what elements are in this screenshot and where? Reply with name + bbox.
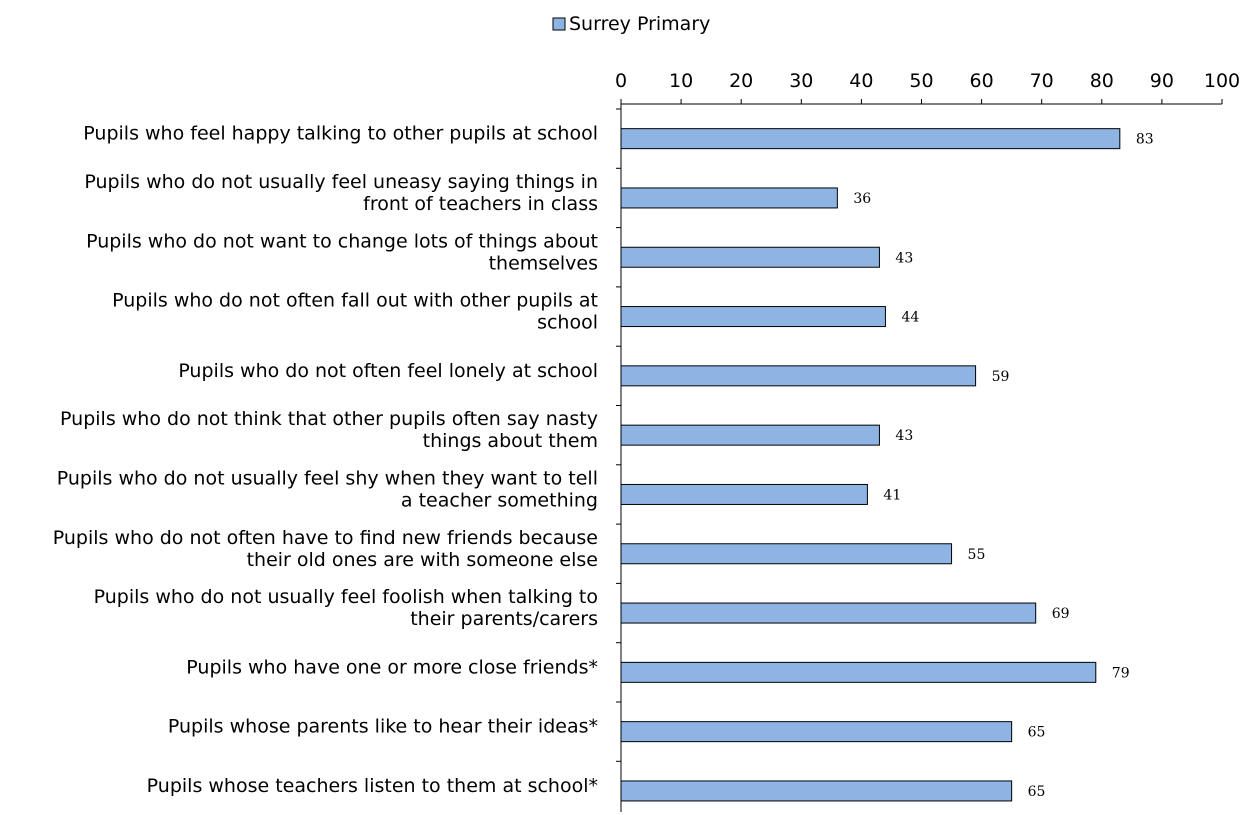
bar — [620, 721, 1013, 743]
category-label: front of teachers in class — [363, 193, 598, 215]
category-label: a teacher something — [401, 489, 598, 511]
category-label: Pupils who do not often fall out with ot… — [112, 290, 598, 312]
x-tick-label: 0 — [615, 70, 627, 92]
category-label: Pupils who feel happy talking to other p… — [83, 123, 598, 145]
x-tick-label: 10 — [669, 70, 693, 92]
data-label: 65 — [1028, 725, 1046, 741]
category-label: school — [537, 312, 598, 334]
category-label: things about them — [423, 430, 598, 452]
data-label: 59 — [992, 369, 1010, 385]
bar — [620, 246, 880, 268]
legend: Surrey Primary — [552, 13, 710, 35]
category-label: their old ones are with someone else — [247, 549, 598, 571]
x-tick-label: 20 — [729, 70, 753, 92]
data-label: 43 — [895, 250, 913, 266]
category-label: Pupils who do not often feel lonely at s… — [178, 360, 598, 382]
data-label: 44 — [901, 310, 919, 326]
bar — [620, 661, 1097, 683]
data-label: 83 — [1136, 132, 1154, 148]
category-label: their parents/carers — [410, 608, 598, 630]
category-label: Pupils who do not usually feel shy when … — [57, 467, 598, 489]
data-label: 43 — [895, 428, 913, 444]
bar — [620, 187, 838, 209]
data-label: 55 — [968, 547, 986, 563]
category-label: Pupils who have one or more close friend… — [186, 656, 598, 678]
data-label: 41 — [883, 487, 901, 503]
category-label: Pupils who do not want to change lots of… — [86, 230, 598, 252]
x-tick-label: 90 — [1150, 70, 1174, 92]
category-label: Pupils who do not usually feel foolish w… — [94, 586, 598, 608]
bar — [620, 483, 868, 505]
category-label: Pupils whose teachers listen to them at … — [147, 775, 598, 797]
x-tick-label: 70 — [1030, 70, 1054, 92]
x-tick-label: 50 — [909, 70, 933, 92]
category-label: Pupils who do not usually feel uneasy sa… — [84, 171, 598, 193]
category-label: themselves — [489, 252, 598, 274]
bar — [620, 128, 1121, 150]
bar — [620, 780, 1013, 802]
data-label: 36 — [853, 191, 871, 207]
data-label: 79 — [1112, 665, 1130, 681]
legend-label: Surrey Primary — [569, 13, 710, 35]
x-tick-label: 30 — [789, 70, 813, 92]
bar — [620, 424, 880, 446]
category-label: Pupils who do not often have to find new… — [53, 527, 598, 549]
category-label: Pupils whose parents like to hear their … — [168, 716, 598, 738]
bar — [620, 602, 1037, 624]
bar — [620, 306, 886, 328]
data-label: 65 — [1028, 784, 1046, 800]
x-tick-label: 100 — [1204, 70, 1240, 92]
category-labels: Pupils who feel happy talking to other p… — [53, 123, 598, 797]
category-label: Pupils who do not think that other pupil… — [60, 408, 598, 430]
bar — [620, 365, 977, 387]
x-tick-label: 40 — [849, 70, 873, 92]
x-tick-label: 60 — [970, 70, 994, 92]
x-axis: 0 10 20 30 40 50 60 70 80 90 100 — [615, 70, 1240, 812]
x-tick-label: 80 — [1090, 70, 1114, 92]
bar — [620, 543, 953, 565]
legend-swatch — [552, 17, 566, 31]
bars: 83 36 43 44 59 43 41 55 69 79 65 65 — [620, 128, 1154, 802]
data-label: 69 — [1052, 606, 1070, 622]
